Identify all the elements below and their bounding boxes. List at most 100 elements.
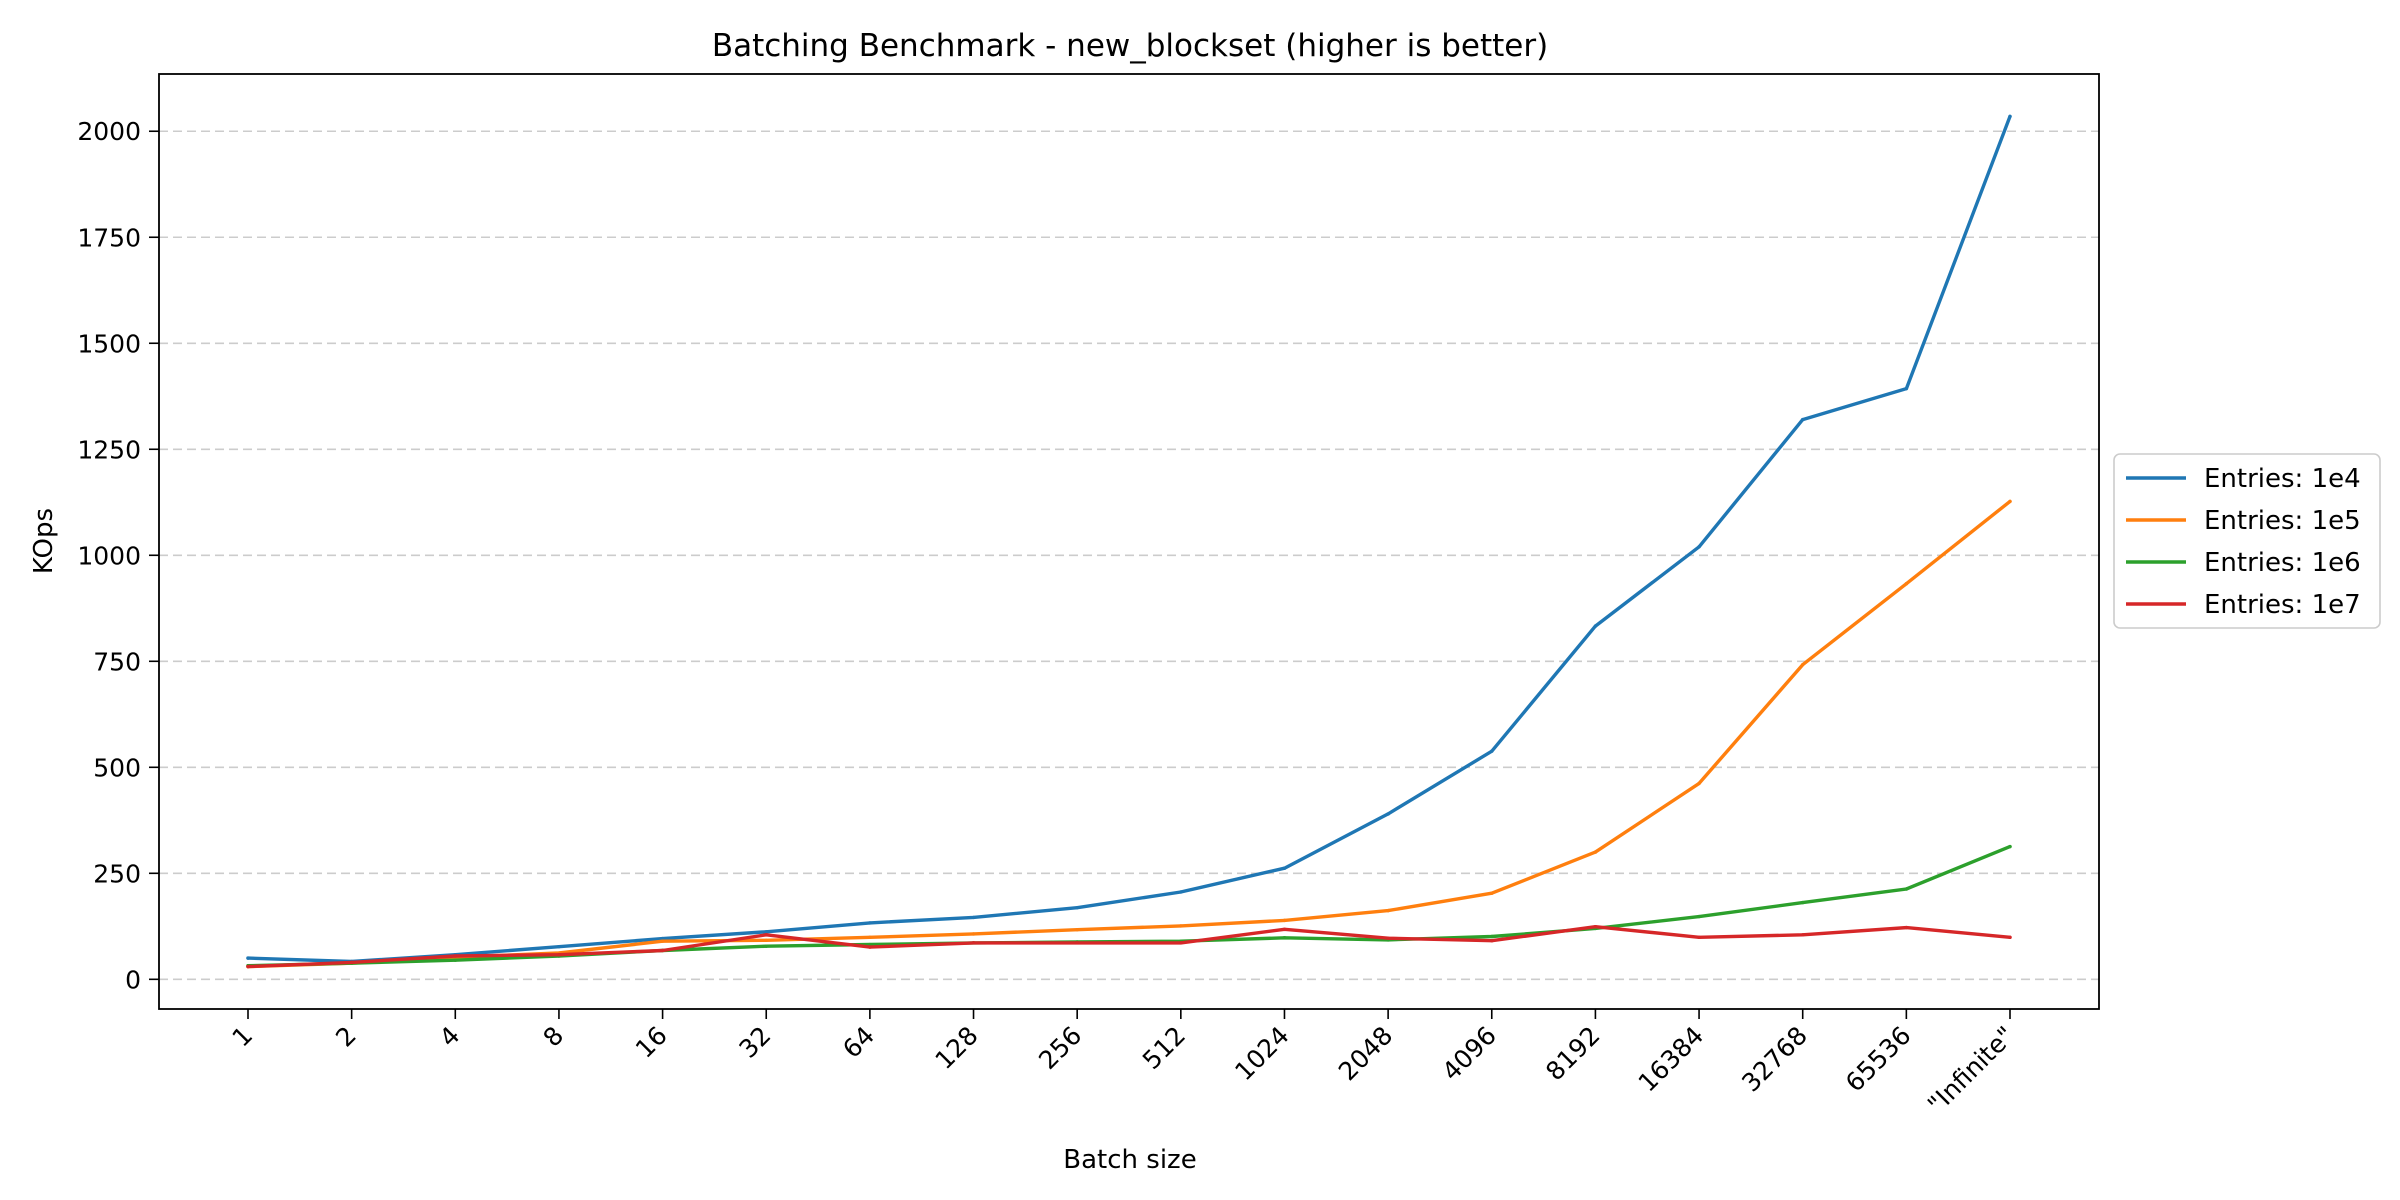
series-layer	[246, 114, 2012, 969]
x-tick-label: 1024	[1229, 1021, 1294, 1086]
x-tick-label: 65536	[1840, 1021, 1917, 1098]
x-axis: 1 2 4 8 16 32 64 128 256 512 1024 2048 4096 8192 16384…	[226, 1009, 2020, 1119]
data-point	[1904, 887, 1909, 891]
data-point	[349, 960, 354, 965]
data-point	[1697, 545, 1701, 549]
data-point	[764, 933, 768, 937]
legend-label: Entries: 1e7	[2204, 590, 2361, 620]
data-point	[1282, 918, 1287, 923]
x-axis-label: Batch size	[1063, 1145, 1196, 1175]
series-line-entries-1e7	[246, 925, 2012, 969]
x-tick-label: 1	[226, 1021, 258, 1053]
data-point	[660, 948, 665, 953]
grid-layer	[159, 130, 2099, 981]
data-point	[1904, 386, 1909, 391]
data-point	[453, 958, 457, 962]
data-point	[1904, 581, 1909, 586]
data-point	[246, 956, 250, 960]
data-point	[1593, 925, 1598, 929]
x-tick-label: 16	[630, 1021, 673, 1064]
data-point	[1075, 928, 1079, 932]
data-point	[1801, 662, 1805, 667]
y-axis-label: KOps	[29, 508, 59, 574]
data-point	[660, 939, 665, 943]
x-tick-label: 8	[537, 1021, 569, 1053]
series-line-entries-1e6	[246, 844, 2012, 968]
data-point	[868, 935, 872, 940]
data-point	[1282, 866, 1287, 870]
data-point	[1593, 850, 1598, 854]
x-tick-label: 8192	[1540, 1021, 1605, 1086]
data-point	[1386, 908, 1390, 913]
data-point	[1697, 935, 1701, 940]
data-point	[868, 945, 872, 949]
data-point	[1179, 941, 1183, 945]
x-tick-label: 128	[930, 1021, 984, 1075]
data-point	[2008, 935, 2012, 940]
data-point	[1490, 891, 1494, 895]
data-point	[2008, 844, 2012, 849]
y-tick-label: 1750	[77, 223, 141, 252]
data-point	[1593, 624, 1598, 628]
data-point	[1075, 905, 1079, 910]
data-point	[1179, 890, 1183, 894]
data-point	[557, 953, 561, 957]
data-point	[1490, 749, 1494, 753]
chart-title: Batching Benchmark - new_blockset (highe…	[712, 28, 1548, 64]
data-point	[971, 915, 976, 920]
data-point	[2008, 499, 2012, 504]
x-tick-label: 32768	[1736, 1021, 1813, 1098]
y-tick-label: 500	[93, 753, 141, 782]
legend-label: Entries: 1e4	[2204, 464, 2361, 494]
x-tick-label: 256	[1033, 1021, 1087, 1075]
data-point	[971, 932, 976, 936]
data-point	[1075, 941, 1079, 945]
data-point	[1801, 417, 1805, 422]
x-tick-label: 2048	[1333, 1021, 1398, 1086]
data-point	[764, 944, 768, 948]
data-point	[1282, 936, 1287, 940]
x-tick-label: "Infinite"	[1922, 1021, 2020, 1119]
data-point	[1801, 900, 1805, 905]
data-point	[2008, 114, 2012, 119]
series-line-entries-1e5	[246, 499, 2012, 969]
y-tick-label: 1250	[77, 435, 141, 464]
data-point	[1801, 933, 1805, 937]
legend-label: Entries: 1e5	[2204, 506, 2361, 536]
legend: Entries: 1e4 Entries: 1e5 Entries: 1e6 Entr…	[2113, 453, 2381, 629]
series-line-entries-1e4	[246, 114, 2012, 964]
data-point	[1490, 934, 1494, 939]
legend-box	[2113, 453, 2381, 629]
data-point	[868, 921, 872, 925]
data-point	[453, 954, 457, 958]
y-tick-label: 750	[93, 647, 141, 676]
x-tick-label: 2	[330, 1021, 362, 1053]
x-tick-label: 32	[733, 1021, 776, 1064]
data-point	[1490, 939, 1494, 943]
data-point	[764, 930, 768, 934]
plot-area-frame	[158, 73, 2100, 1010]
x-tick-label: 4096	[1437, 1021, 1502, 1086]
y-axis: 0 250 500 750 1000 1250 1500 1750 2000	[77, 117, 159, 994]
data-point	[764, 938, 768, 943]
y-tick-label: 1000	[77, 541, 141, 570]
data-point	[246, 964, 250, 969]
x-tick-label: 16384	[1633, 1021, 1710, 1098]
data-point	[1282, 927, 1287, 931]
y-tick-label: 0	[125, 965, 141, 994]
data-point	[1179, 924, 1183, 928]
data-point	[1386, 812, 1390, 816]
data-point	[1697, 914, 1701, 919]
x-tick-label: 512	[1137, 1021, 1191, 1075]
data-point	[1904, 925, 1909, 930]
data-point	[557, 944, 561, 949]
data-point	[971, 941, 976, 945]
data-point	[660, 936, 665, 941]
x-tick-label: 64	[837, 1021, 880, 1064]
data-point	[1697, 781, 1701, 786]
y-tick-label: 2000	[77, 117, 141, 146]
x-tick-label: 4	[434, 1021, 466, 1053]
y-tick-label: 250	[93, 859, 141, 888]
y-tick-label: 1500	[77, 329, 141, 358]
